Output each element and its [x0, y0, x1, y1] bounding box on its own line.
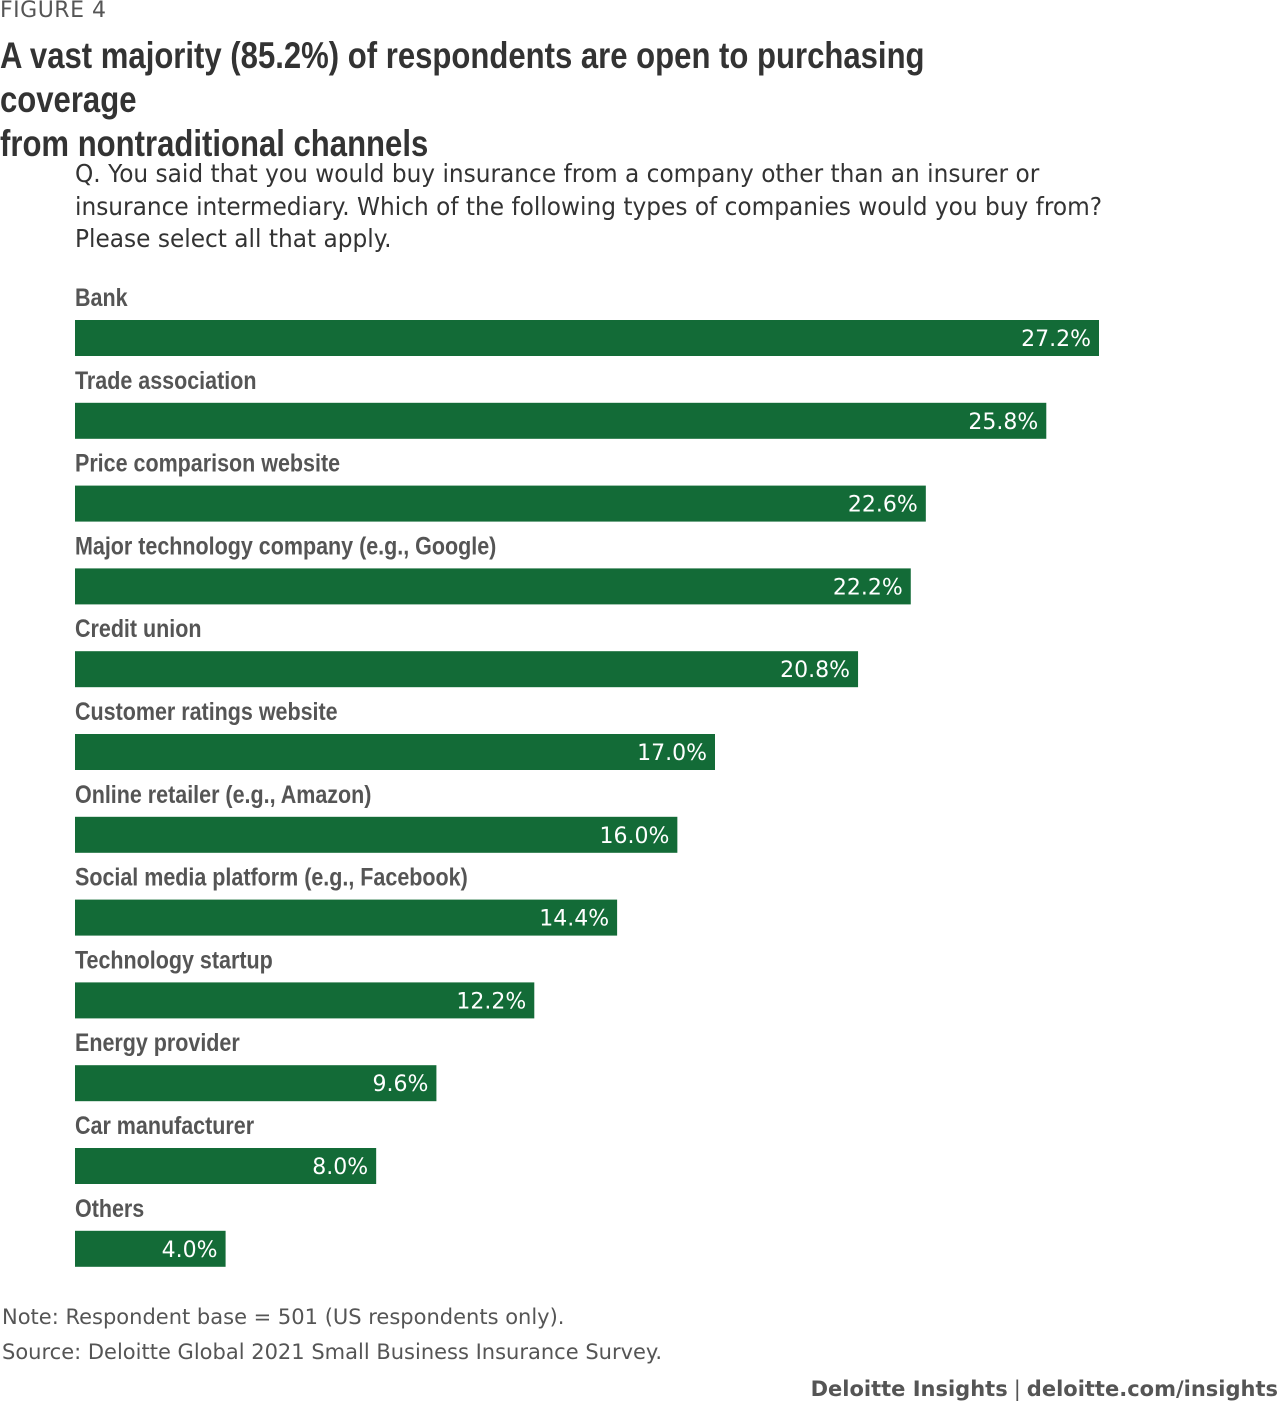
category-label: Technology startup [75, 946, 273, 974]
bar [75, 568, 911, 605]
bar-chart: Bank 27.2% Trade association 25.8% Price com… [75, 283, 1099, 1267]
bar [75, 1065, 437, 1102]
value-label: 17.0% [637, 741, 707, 766]
bar [75, 651, 859, 688]
value-label: 8.0% [312, 1155, 368, 1180]
category-label: Energy provider [75, 1029, 240, 1057]
category-label: Social media platform (e.g., Facebook) [75, 863, 468, 891]
category-label: Bank [75, 283, 128, 311]
category-label: Credit union [75, 615, 202, 643]
bar [75, 485, 926, 522]
note: Note: Respondent base = 501 (US responde… [2, 1305, 565, 1329]
bar [75, 1230, 226, 1267]
bar [75, 816, 678, 853]
category-label: Others [75, 1194, 144, 1222]
footer-credit: Deloitte Insights | deloitte.com/insights [811, 1377, 1278, 1401]
bar [75, 402, 1047, 439]
value-label: 16.0% [599, 824, 669, 849]
value-label: 9.6% [373, 1072, 429, 1097]
value-label: 14.4% [539, 907, 609, 932]
bar [75, 734, 715, 770]
footer-separator: | [1013, 1377, 1021, 1401]
bar [75, 982, 535, 1019]
value-label: 22.6% [848, 493, 918, 518]
footer-brand: Deloitte Insights [810, 1377, 1008, 1401]
figure-label: FIGURE 4 [0, 0, 107, 23]
value-label: 22.2% [833, 575, 903, 600]
bar [75, 899, 618, 936]
footer-url[interactable]: deloitte.com/insights [1026, 1377, 1278, 1401]
category-label: Customer ratings website [75, 697, 338, 725]
bar [75, 1148, 377, 1184]
category-label: Major technology company (e.g., Google) [75, 532, 496, 560]
survey-question: Q. You said that you would buy insurance… [75, 159, 1103, 253]
chart-title: A vast majority (85.2%) of respondents a… [0, 35, 925, 164]
value-label: 20.8% [780, 658, 850, 683]
bar [75, 320, 1099, 356]
category-label: Price comparison website [75, 449, 340, 477]
value-label: 12.2% [456, 989, 526, 1014]
value-label: 25.8% [968, 410, 1038, 435]
category-label: Car manufacturer [75, 1111, 254, 1139]
value-label: 4.0% [162, 1238, 218, 1263]
category-label: Online retailer (e.g., Amazon) [75, 780, 371, 808]
source: Source: Deloitte Global 2021 Small Busin… [2, 1340, 663, 1364]
category-label: Trade association [75, 366, 256, 394]
value-label: 27.2% [1021, 327, 1091, 352]
